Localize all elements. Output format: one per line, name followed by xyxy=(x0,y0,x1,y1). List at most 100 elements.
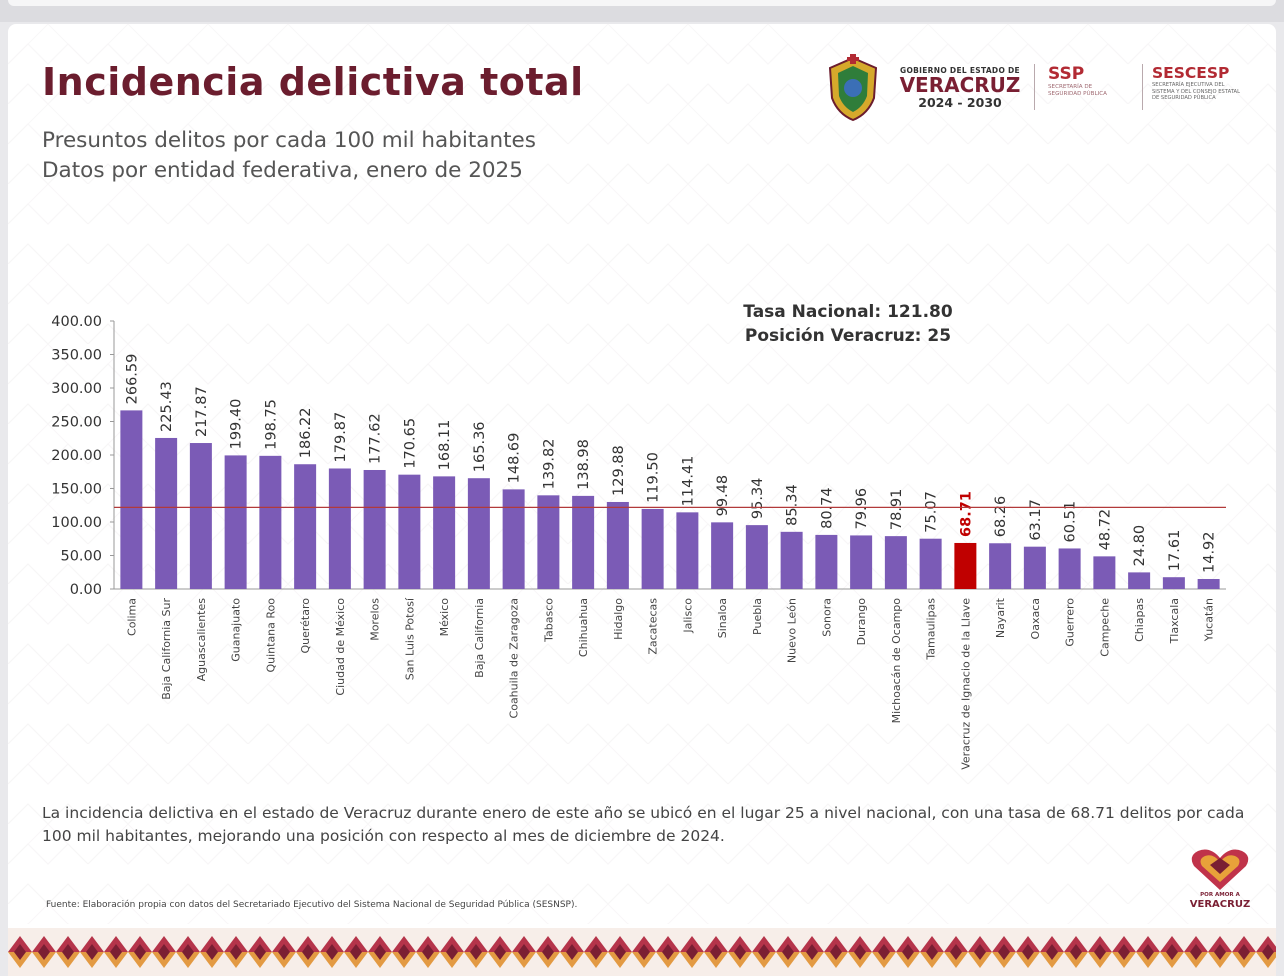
gobierno-veracruz-logo: GOBIERNO DEL ESTADO DE VERACRUZ 2024 - 2… xyxy=(898,66,1022,110)
value-label: 138.98 xyxy=(576,439,592,490)
value-label: 78.91 xyxy=(889,489,905,531)
bar xyxy=(1058,548,1081,589)
bar xyxy=(641,508,664,589)
value-label: 80.74 xyxy=(819,487,835,529)
category-label: Guerrero xyxy=(1064,598,1077,647)
category-label: Durango xyxy=(855,598,868,646)
bar xyxy=(155,437,178,589)
sescesp-line-1: SECRETARÍA EJECUTIVA DEL xyxy=(1152,82,1225,88)
value-label: 63.17 xyxy=(1028,499,1044,541)
ssp-line-1: SECRETARÍA DE xyxy=(1048,84,1093,90)
value-label: 179.87 xyxy=(333,412,349,463)
bar xyxy=(433,476,456,589)
category-label: Puebla xyxy=(751,598,764,635)
value-label: 24.80 xyxy=(1132,525,1148,567)
bar xyxy=(989,543,1012,589)
ssp-logo: SSP SECRETARÍA DE SEGURIDAD PÚBLICA xyxy=(1048,64,1132,98)
value-label: 225.43 xyxy=(159,381,175,432)
category-label: Tamaulipas xyxy=(925,598,938,661)
value-label: 95.34 xyxy=(750,478,766,520)
value-label: 168.11 xyxy=(437,420,453,471)
bar xyxy=(328,468,351,589)
value-label: 266.59 xyxy=(124,354,140,405)
y-tick-label: 350.00 xyxy=(51,348,102,364)
bar xyxy=(189,443,212,589)
category-label: San Luis Potosí xyxy=(403,597,416,680)
bar xyxy=(676,512,699,589)
category-label: Nayarit xyxy=(994,597,1007,638)
bar xyxy=(606,501,629,589)
value-label: 99.48 xyxy=(715,475,731,517)
category-label: Tlaxcala xyxy=(1168,598,1181,644)
category-label: Sonora xyxy=(820,598,833,637)
por-amor-a-veracruz-logo: POR AMOR A VERACRUZ xyxy=(1184,846,1256,920)
category-label: Guanajuato xyxy=(230,598,243,662)
value-label: 17.61 xyxy=(1167,530,1183,572)
bar xyxy=(398,474,421,589)
y-tick-label: 400.00 xyxy=(51,314,102,330)
gob-line-1: GOBIERNO DEL ESTADO DE xyxy=(900,66,1020,75)
veracruz-shield-icon xyxy=(828,54,878,122)
por-line-2: VERACRUZ xyxy=(1189,899,1251,910)
value-label: 217.87 xyxy=(194,386,210,437)
bar xyxy=(780,531,803,589)
value-label: 129.88 xyxy=(611,445,627,496)
category-label: Aguascalientes xyxy=(195,598,208,682)
y-tick-label: 250.00 xyxy=(51,415,102,431)
y-tick-label: 100.00 xyxy=(51,515,102,531)
bar xyxy=(954,542,977,589)
bar xyxy=(884,536,907,589)
slide-card: Incidencia delictiva total Presuntos del… xyxy=(8,24,1276,976)
value-label: 139.82 xyxy=(541,439,557,490)
value-label: 119.50 xyxy=(646,452,662,503)
category-label: Chiapas xyxy=(1133,598,1146,642)
y-tick-label: 0.00 xyxy=(70,582,102,598)
y-tick-label: 300.00 xyxy=(51,381,102,397)
category-label: Baja California xyxy=(473,598,486,678)
bar xyxy=(745,525,768,589)
national-stats: Tasa Nacional: 121.80 Posición Veracruz:… xyxy=(688,300,1008,348)
category-label: México xyxy=(438,598,451,637)
summary-text: La incidencia delictiva en el estado de … xyxy=(42,804,1245,845)
category-label: Nuevo León xyxy=(786,598,799,663)
subtitle-line-1: Presuntos delitos por cada 100 mil habit… xyxy=(42,128,536,153)
por-line-1: POR AMOR A xyxy=(1200,892,1240,898)
category-label: Morelos xyxy=(369,598,382,641)
bar xyxy=(711,522,734,589)
bar xyxy=(919,538,942,589)
top-strip xyxy=(0,0,1284,22)
value-label: 79.96 xyxy=(854,488,870,530)
value-label: 48.72 xyxy=(1097,509,1113,551)
category-label: Chihuahua xyxy=(577,598,590,657)
category-label: Veracruz de Ignacio de la Llave xyxy=(959,598,972,770)
bar xyxy=(1128,572,1151,589)
value-label: 75.07 xyxy=(924,491,940,533)
bar xyxy=(850,535,873,589)
category-label: Tabasco xyxy=(542,598,555,643)
national-rate: Tasa Nacional: 121.80 xyxy=(743,302,953,322)
bar xyxy=(224,455,247,589)
page-title: Incidencia delictiva total xyxy=(42,60,584,104)
decorative-band xyxy=(8,928,1276,976)
value-label: 14.92 xyxy=(1202,531,1218,573)
y-tick-label: 150.00 xyxy=(51,482,102,498)
category-label: Coahuila de Zaragoza xyxy=(508,598,521,718)
value-label: 198.75 xyxy=(263,399,279,450)
value-label: 199.40 xyxy=(229,399,245,450)
subtitle-line-2: Datos por entidad federativa, enero de 2… xyxy=(42,158,523,183)
bar xyxy=(1162,577,1185,589)
bar xyxy=(467,478,490,589)
bar xyxy=(572,495,595,589)
value-label: 68.71 xyxy=(958,491,974,537)
bar xyxy=(815,534,838,589)
veracruz-position: Posición Veracruz: 25 xyxy=(744,326,952,346)
page-subtitle: Presuntos delitos por cada 100 mil habit… xyxy=(42,126,536,186)
category-label: Sinaloa xyxy=(716,598,729,638)
source-note: Fuente: Elaboración propia con datos del… xyxy=(46,900,578,910)
bar xyxy=(259,455,282,589)
value-label: 114.41 xyxy=(680,456,696,507)
bar xyxy=(294,464,317,589)
heart-logo-icon xyxy=(1191,849,1249,890)
gob-line-2: VERACRUZ xyxy=(899,73,1021,97)
category-label: Querétaro xyxy=(299,598,312,654)
